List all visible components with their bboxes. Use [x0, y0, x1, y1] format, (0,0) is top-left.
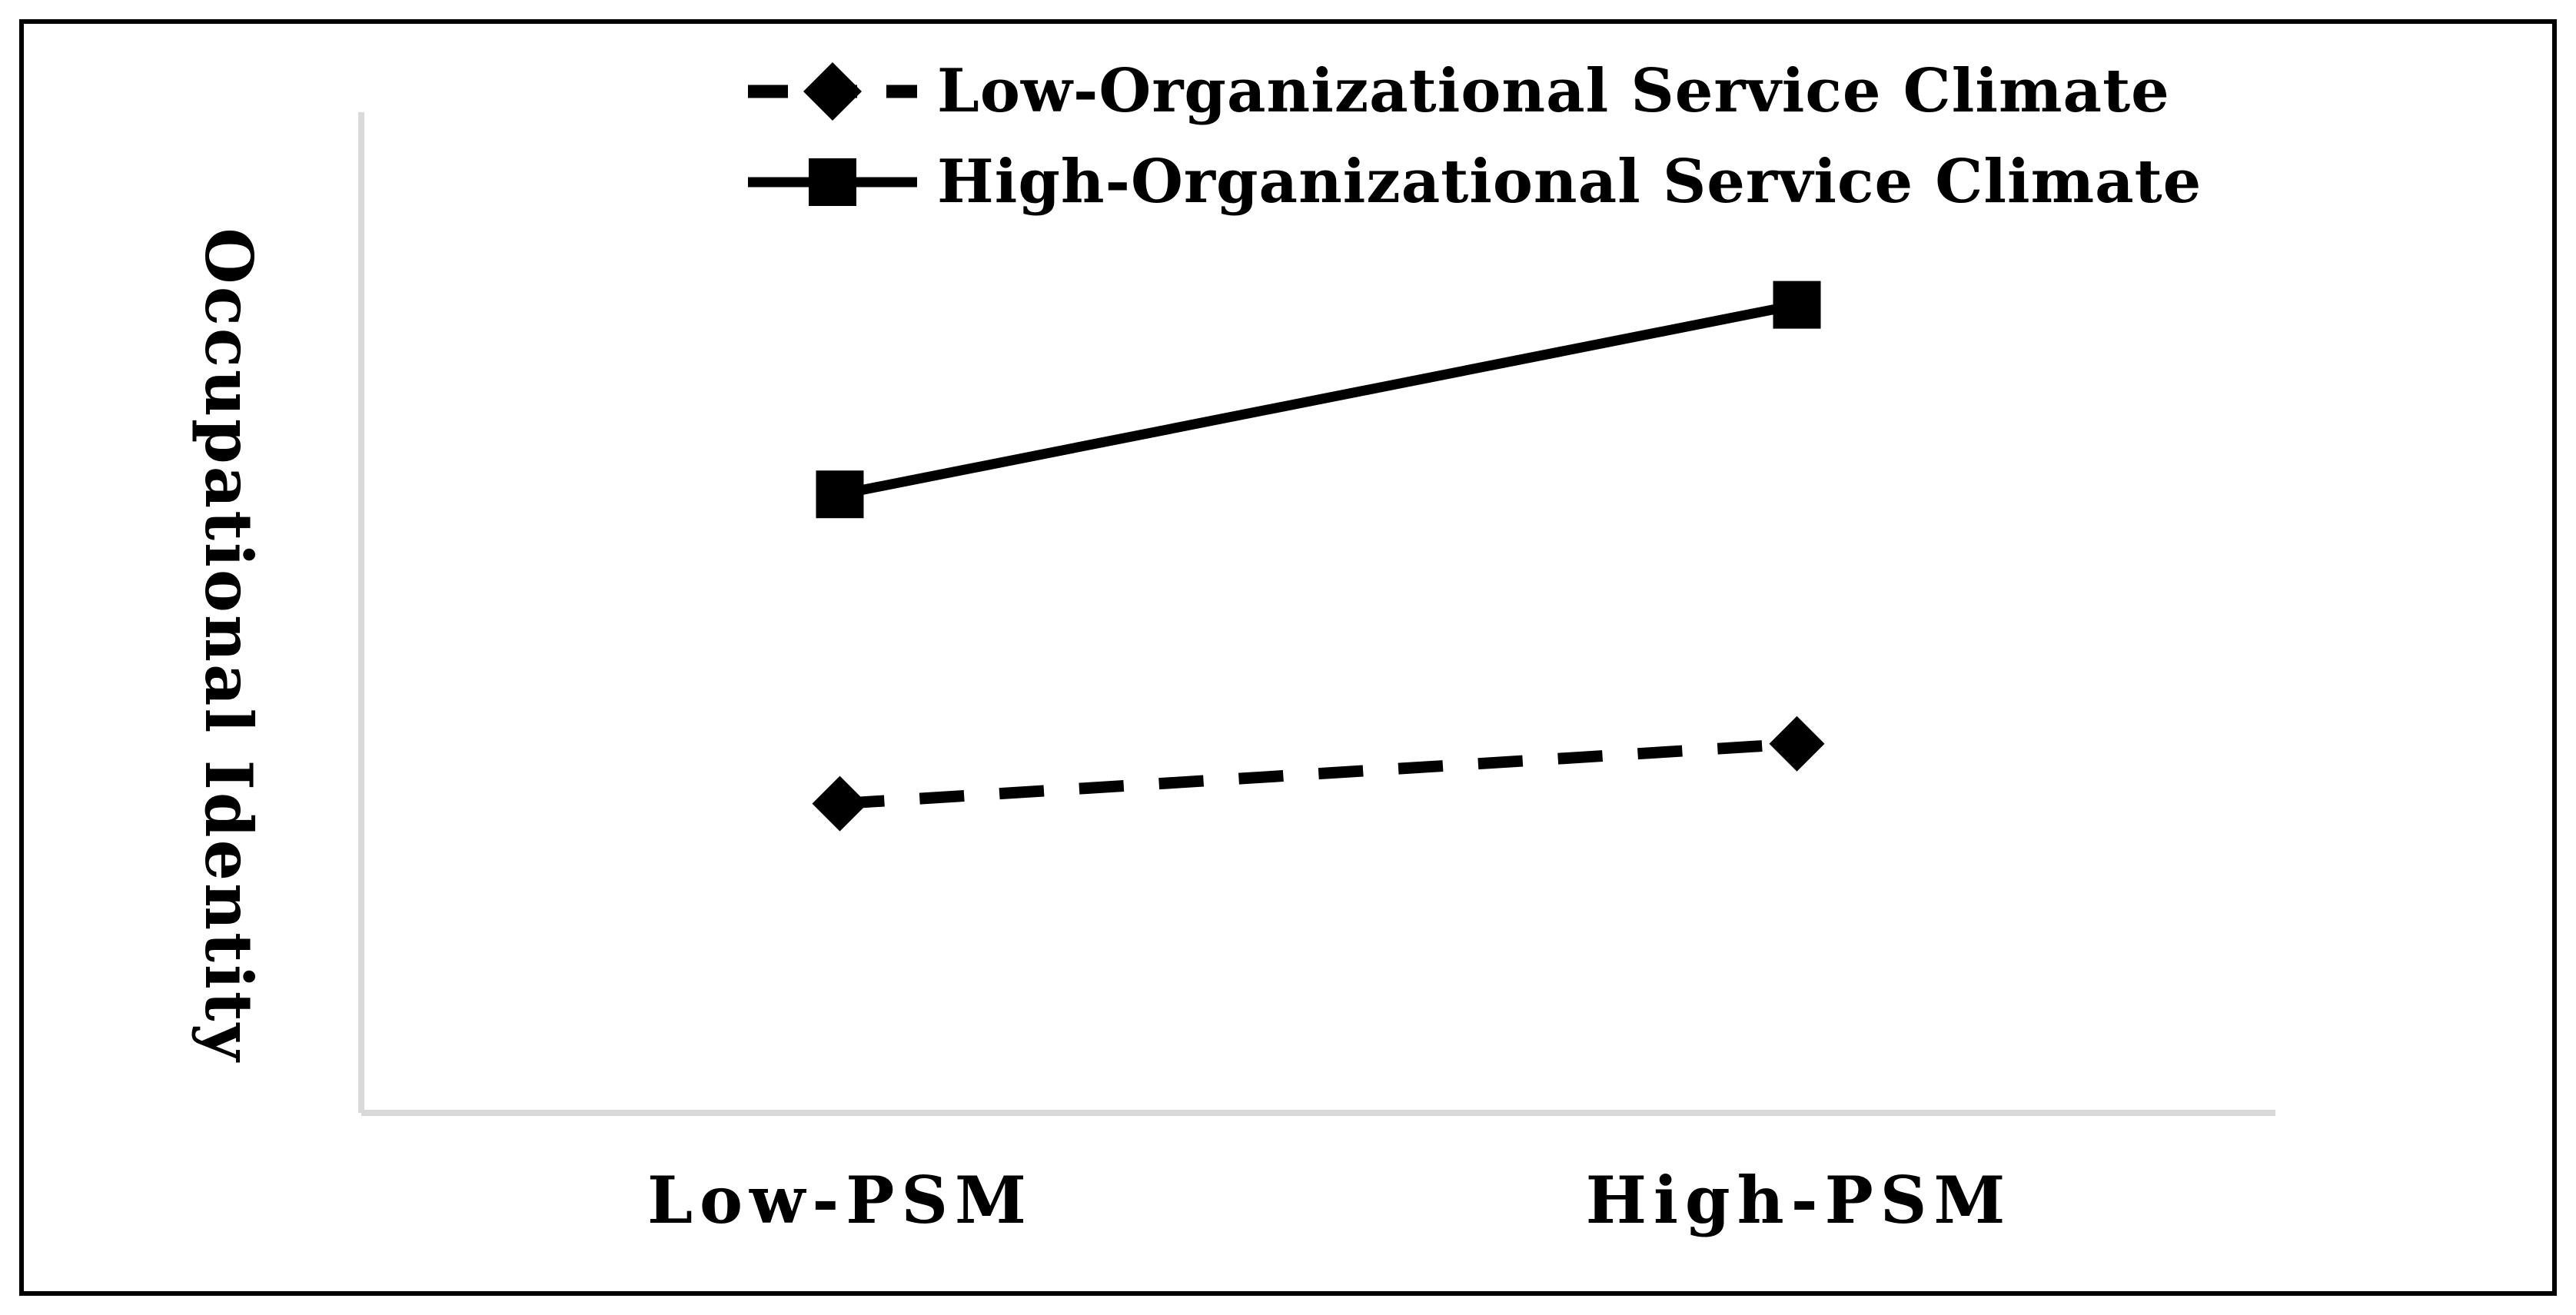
solid-line-square-marker-icon: [748, 158, 917, 206]
y-axis-label: Occupational Identity: [191, 227, 267, 1064]
figure-border: [19, 19, 2557, 1296]
square-marker-icon: [816, 470, 864, 519]
legend-item-low-organizational-service-climate: Low-Organizational Service Climate: [748, 46, 2202, 137]
plot-area: [358, 112, 2275, 1116]
legend-label-high-organizational-service-climate: High-Organizational Service Climate: [937, 147, 2202, 218]
dashed-line-diamond-marker-icon: [748, 62, 917, 121]
legend-item-high-organizational-service-climate: High-Organizational Service Climate: [748, 137, 2202, 227]
diamond-marker-icon: [812, 775, 868, 832]
chart-legend: Low-Organizational Service Climate High-…: [748, 46, 2202, 227]
legend-label-low-organizational-service-climate: Low-Organizational Service Climate: [937, 56, 2170, 127]
x-tick-low-psm: Low-PSM: [646, 1162, 1034, 1238]
diamond-marker-icon: [1769, 716, 1825, 772]
series-line-solid: [839, 300, 1798, 500]
series-line-dashed: [839, 738, 1797, 810]
square-marker-icon: [1773, 281, 1821, 329]
x-tick-high-psm: High-PSM: [1585, 1162, 2013, 1238]
